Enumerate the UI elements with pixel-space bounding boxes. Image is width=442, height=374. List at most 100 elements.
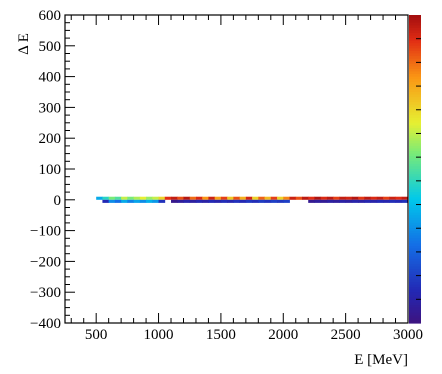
colorbar-segment [409, 305, 421, 309]
heatmap-cell [183, 196, 191, 200]
heatmap-cell [308, 199, 315, 203]
colorbar-segment [409, 20, 421, 24]
heatmap-cell [395, 196, 403, 200]
heatmap-cell [127, 199, 134, 203]
heatmap-cell [133, 196, 141, 200]
heatmap-cell [295, 196, 303, 200]
colorbar-segment [409, 258, 421, 262]
colorbar-segment [409, 71, 421, 75]
heatmap-cell [258, 199, 265, 203]
colorbar-segment [409, 266, 421, 270]
colorbar-segment [409, 261, 421, 265]
colorbar-segment [409, 145, 421, 150]
heatmap-cell [233, 199, 241, 203]
heatmap-cell [289, 196, 297, 200]
colorbar-segment [409, 61, 421, 65]
heatmap-cell [277, 199, 284, 203]
heatmap-cell [333, 199, 340, 203]
x-tick-label: 3000 [393, 327, 423, 343]
heatmap-cell [245, 196, 253, 200]
colorbar-segment [409, 233, 421, 237]
colorbar-segment [409, 220, 421, 224]
heatmap-cell [177, 196, 184, 200]
heatmap-cell [308, 196, 315, 200]
colorbar-segment [409, 40, 421, 44]
heatmap-cell [233, 196, 241, 200]
heatmap-cell [220, 199, 228, 203]
colorbar-segment [409, 92, 421, 96]
heatmap-cell [370, 196, 378, 200]
colorbar-segment [409, 189, 421, 193]
heatmap-cell [351, 196, 359, 200]
heatmap-cell [383, 199, 390, 203]
heatmap-cell [345, 196, 353, 200]
heatmap-cell [108, 196, 116, 200]
heatmap-cell [152, 196, 159, 200]
heatmap-cell [202, 199, 209, 203]
colorbar-segment [409, 74, 421, 78]
colorbar-segment [409, 30, 421, 34]
colorbar-segment [409, 176, 421, 180]
heatmap-cell [389, 196, 396, 200]
y-tick-label: −400 [30, 316, 61, 332]
heatmap-cell [277, 196, 284, 200]
axis-ticks: 500 1000 1500 2000 2500 3000 −400 −300 −200 −100 0… [30, 8, 423, 343]
heatmap-cell [333, 196, 340, 200]
heatmap-cell [183, 199, 191, 203]
colorbar-segment [409, 112, 421, 116]
colorbar-segment [409, 192, 421, 196]
heatmap-cell [171, 196, 178, 200]
heatmap-cell [358, 199, 365, 203]
colorbar-segment [409, 204, 421, 209]
heatmap-cell [283, 199, 290, 203]
colorbar-segment [409, 66, 421, 70]
heatmap-cell [139, 199, 147, 203]
heatmap-cell [270, 199, 278, 203]
heatmap-cell [345, 199, 353, 203]
colorbar-segment [409, 127, 421, 132]
colorbar-segment [409, 246, 421, 250]
colorbar-segment [409, 25, 421, 29]
heatmap-cell [121, 196, 128, 200]
heatmap-cell [252, 199, 259, 203]
colorbar-segment [409, 199, 421, 203]
colorbar-segment [409, 294, 421, 298]
colorbar-segment [409, 163, 421, 168]
heatmap-cell [127, 196, 134, 200]
colorbar-segment [409, 104, 421, 108]
colorbar-segment [409, 115, 421, 119]
heatmap-cell [401, 196, 409, 200]
plot-frame [64, 14, 409, 324]
colorbar-segment [409, 102, 421, 106]
heatmap-cell [264, 199, 272, 203]
colorbar-segment [409, 76, 421, 80]
colorbar-segment [409, 235, 421, 239]
colorbar-segment [409, 310, 421, 314]
colorbar-segment [409, 243, 421, 247]
x-tick-label: 1000 [144, 327, 174, 343]
heatmap-cell [270, 196, 278, 200]
x-tick-label: 2000 [268, 327, 298, 343]
colorbar-segment [409, 143, 421, 147]
x-tick-label: 1500 [206, 327, 236, 343]
colorbar-segment [409, 84, 421, 88]
heatmap-cell [245, 199, 253, 203]
y-tick-label: −200 [30, 254, 61, 270]
colorbar-segment [409, 17, 421, 21]
heatmap-cell [351, 199, 359, 203]
colorbar-segment [409, 53, 421, 57]
colorbar-segment [409, 166, 421, 170]
x-axis-title: E [MeV] [354, 352, 408, 368]
heatmap-cell [389, 199, 396, 203]
colorbar-segment [409, 107, 421, 111]
colorbar-segment [409, 130, 421, 134]
heatmap-cell [214, 199, 222, 203]
heatmap-cell [320, 199, 328, 203]
colorbar-segment [409, 179, 421, 183]
colorbar-segment [409, 184, 421, 188]
colorbar-segment [409, 171, 421, 175]
heatmap-cell [358, 196, 365, 200]
heatmap-cell [364, 199, 371, 203]
colorbar-segment [409, 56, 421, 60]
colorbar-segment [409, 202, 421, 206]
